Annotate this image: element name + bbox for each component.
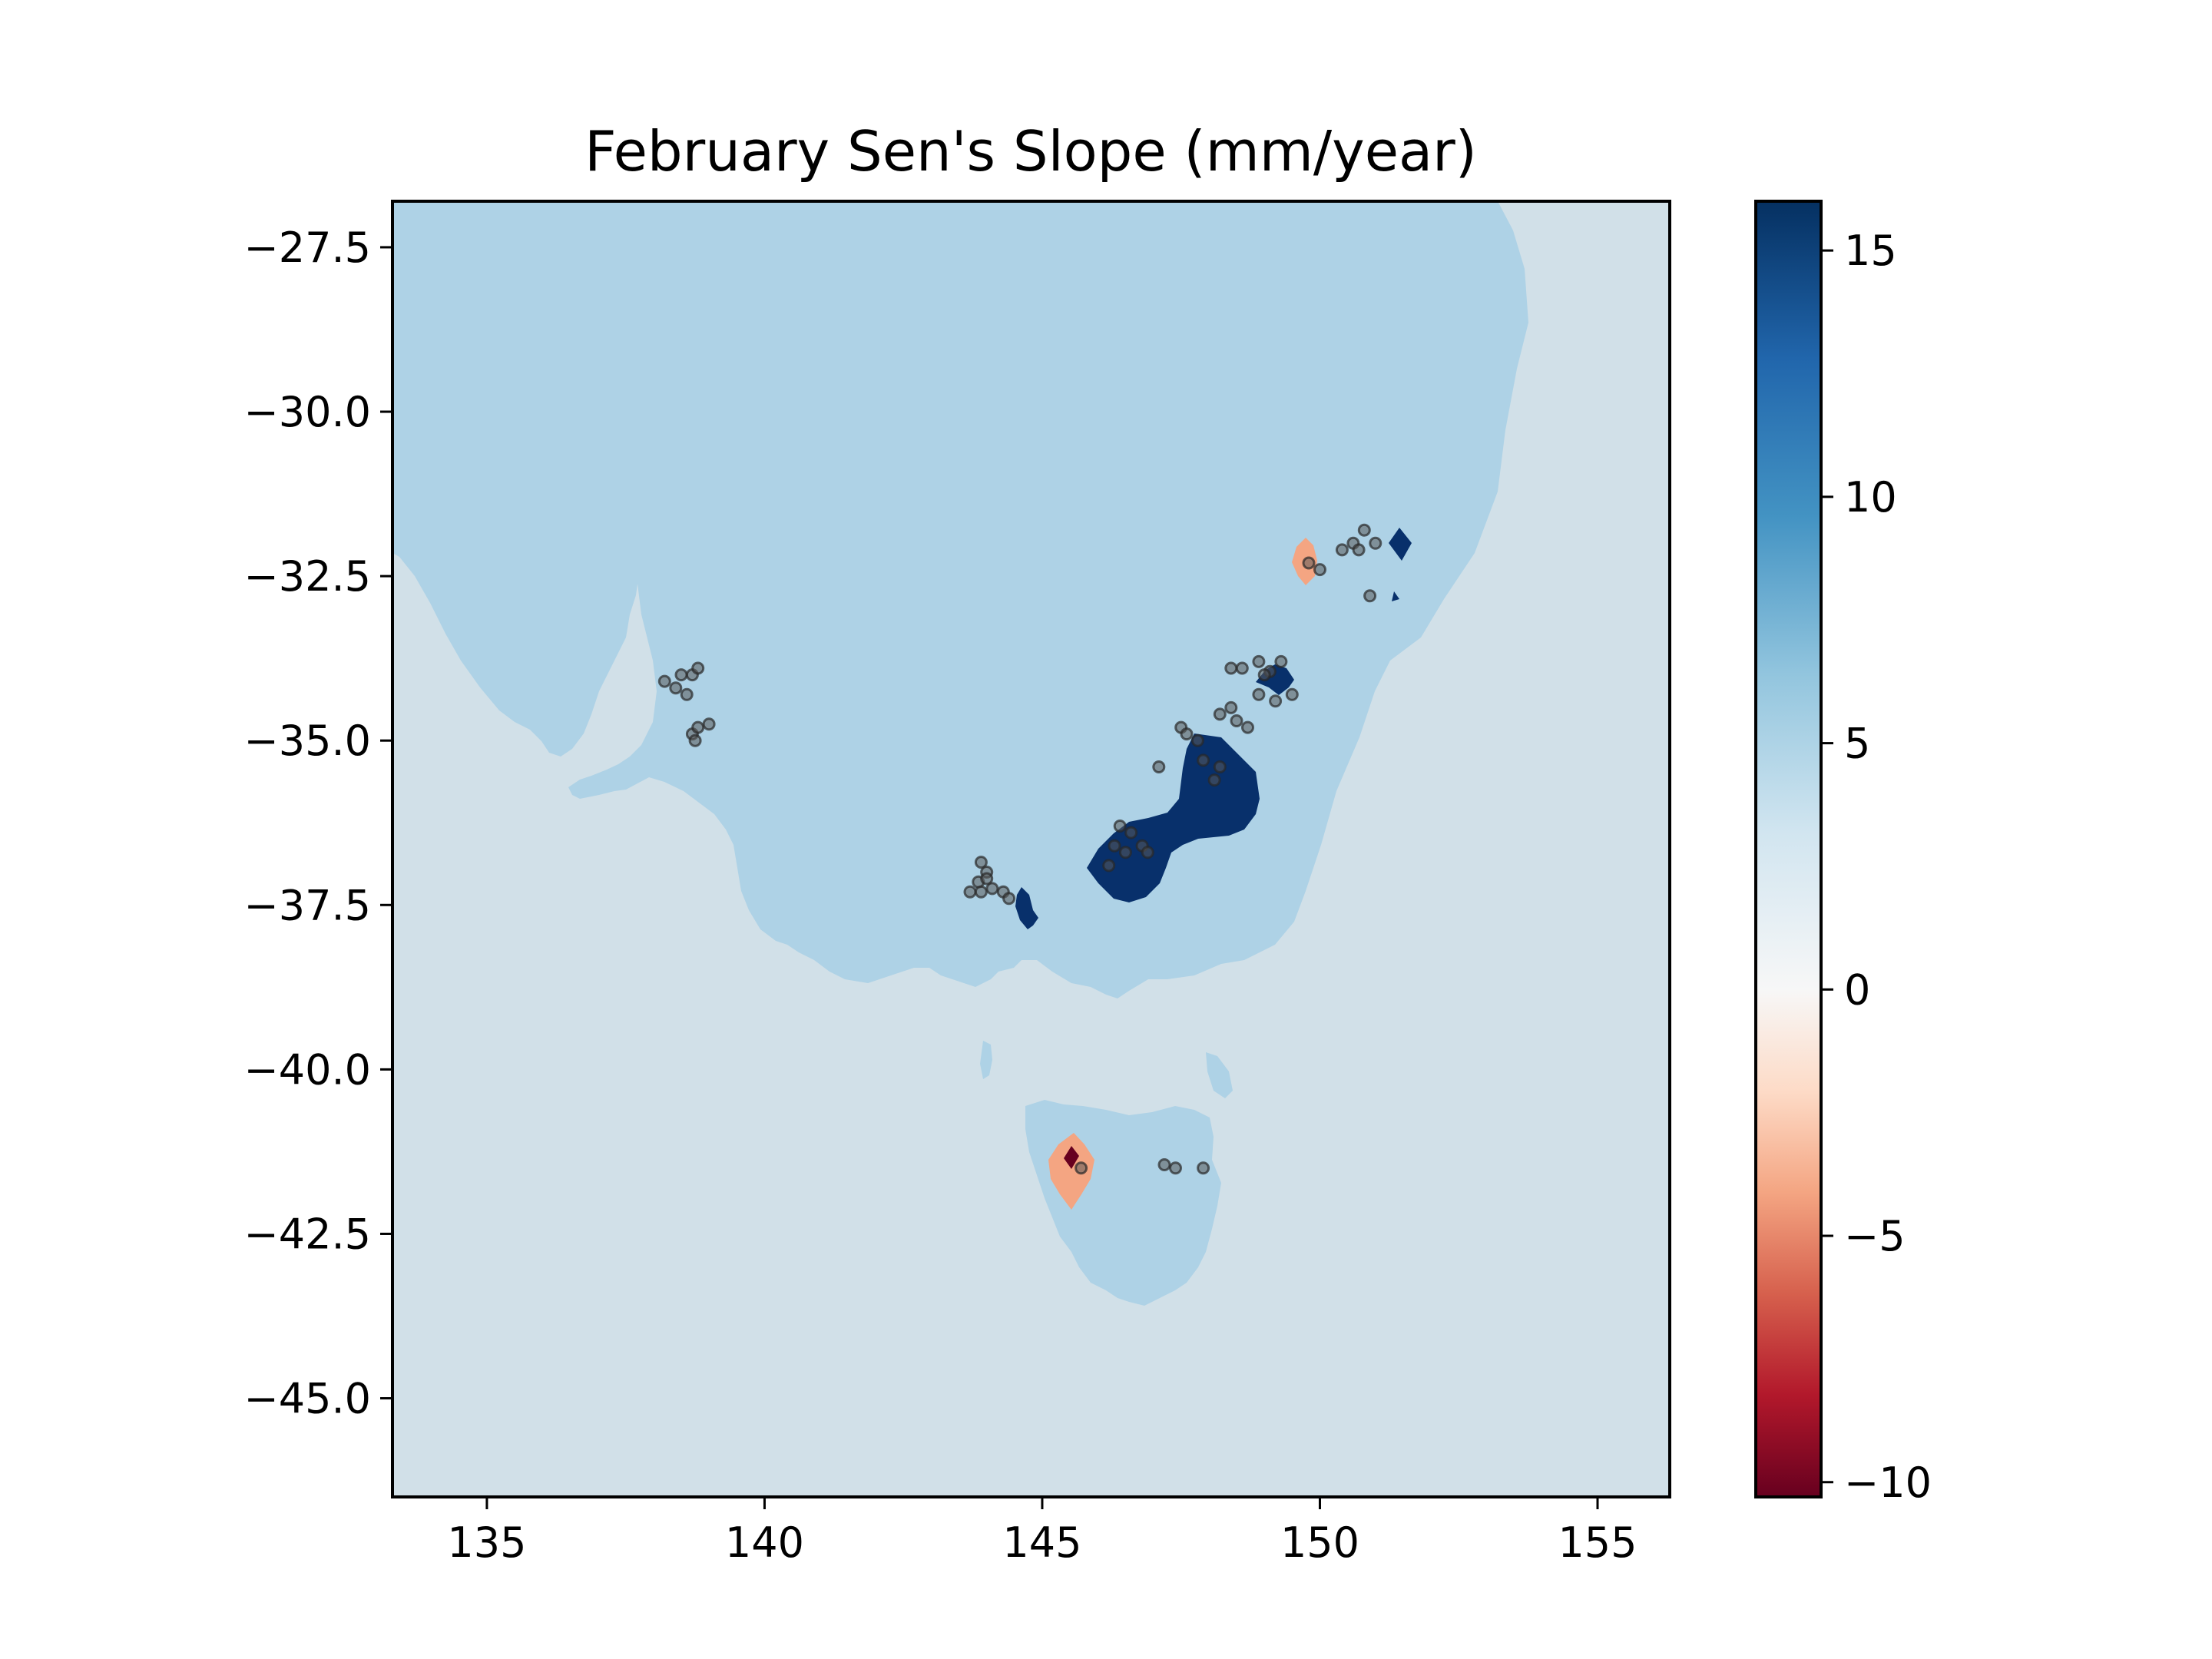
station-marker bbox=[1075, 1161, 1088, 1175]
station-marker bbox=[1213, 760, 1227, 773]
chart-title: February Sen's Slope (mm/year) bbox=[584, 119, 1477, 184]
low-trend-region-tasmania bbox=[1048, 1133, 1094, 1210]
station-marker bbox=[1302, 556, 1316, 570]
y-tick-label: −40.0 bbox=[244, 1045, 371, 1094]
colorbar-tick-label: −10 bbox=[1844, 1459, 1932, 1507]
king-island bbox=[980, 1041, 992, 1079]
y-tick-label: −32.5 bbox=[244, 552, 371, 601]
colorbar-gradient bbox=[1756, 201, 1821, 1497]
station-markers bbox=[657, 523, 1382, 1175]
station-marker bbox=[1113, 820, 1127, 833]
high-trend-region-small-west bbox=[1015, 887, 1038, 929]
station-marker bbox=[1285, 687, 1299, 701]
station-marker bbox=[1169, 1161, 1182, 1175]
y-tick-label: −30.0 bbox=[244, 388, 371, 436]
station-marker bbox=[1190, 733, 1204, 747]
station-marker bbox=[1197, 1161, 1210, 1175]
station-marker bbox=[657, 674, 671, 688]
station-marker bbox=[1224, 700, 1238, 714]
minimum-trend-region-tasmania bbox=[1064, 1146, 1079, 1169]
x-axis: 135 140 145 150 155 bbox=[447, 1497, 1637, 1567]
station-marker bbox=[1269, 694, 1283, 708]
station-marker bbox=[1207, 773, 1221, 787]
colorbar-tick-label: 10 bbox=[1844, 473, 1897, 522]
station-marker bbox=[1108, 839, 1121, 853]
station-marker bbox=[1369, 536, 1382, 550]
station-marker bbox=[691, 720, 705, 734]
colorbar-tick-label: 0 bbox=[1844, 965, 1870, 1014]
high-trend-region-north-nsw-small bbox=[1392, 591, 1399, 601]
station-marker bbox=[963, 885, 977, 899]
station-marker bbox=[1180, 727, 1194, 741]
colorbar-tick-label: 15 bbox=[1844, 227, 1897, 275]
station-marker bbox=[974, 856, 988, 869]
station-marker bbox=[1213, 707, 1227, 721]
station-marker bbox=[1274, 654, 1288, 668]
station-marker bbox=[1102, 859, 1116, 873]
colorbar-frame bbox=[1754, 200, 1823, 1498]
x-tick-label: 140 bbox=[725, 1518, 804, 1567]
station-marker bbox=[674, 668, 688, 682]
plot-area bbox=[392, 201, 1670, 1497]
flinders-island bbox=[1206, 1052, 1233, 1098]
station-marker bbox=[1152, 760, 1166, 773]
station-marker bbox=[1335, 543, 1349, 557]
x-tick-label: 150 bbox=[1280, 1518, 1359, 1567]
y-axis: −27.5 −30.0 −32.5 −35.0 −37.5 −40.0 −42.5 −45.0 bbox=[244, 224, 392, 1423]
plot-frame bbox=[391, 200, 1671, 1498]
station-marker bbox=[1252, 654, 1266, 668]
station-marker bbox=[1002, 892, 1016, 906]
station-marker bbox=[1224, 661, 1238, 675]
y-tick-label: −42.5 bbox=[244, 1210, 371, 1258]
station-marker bbox=[1357, 523, 1371, 537]
high-trend-region-north-nsw bbox=[1389, 528, 1412, 561]
station-marker bbox=[985, 882, 999, 896]
y-tick-label: −27.5 bbox=[244, 224, 371, 272]
station-marker bbox=[980, 872, 994, 886]
colorbar: 15 10 5 0 −5 −10 bbox=[1754, 200, 1932, 1507]
station-marker bbox=[1118, 846, 1132, 859]
station-marker bbox=[702, 717, 716, 731]
station-marker bbox=[1313, 563, 1326, 577]
colorbar-tick-label: −5 bbox=[1844, 1212, 1906, 1260]
station-marker bbox=[1252, 687, 1266, 701]
station-marker bbox=[1257, 668, 1271, 682]
colorbar-tick-label: 5 bbox=[1844, 720, 1870, 768]
station-marker bbox=[1197, 753, 1210, 767]
x-tick-label: 135 bbox=[447, 1518, 526, 1567]
y-tick-label: −35.0 bbox=[244, 717, 371, 765]
station-marker bbox=[1235, 661, 1249, 675]
station-marker bbox=[1141, 846, 1154, 859]
station-marker bbox=[691, 661, 705, 675]
x-tick-label: 155 bbox=[1558, 1518, 1637, 1567]
station-marker bbox=[1241, 720, 1254, 734]
station-marker bbox=[688, 733, 702, 747]
x-tick-label: 145 bbox=[1002, 1518, 1081, 1567]
station-marker bbox=[1352, 543, 1366, 557]
station-marker bbox=[1230, 714, 1243, 727]
station-marker bbox=[1124, 826, 1138, 839]
y-tick-label: −37.5 bbox=[244, 881, 371, 929]
station-marker bbox=[1157, 1158, 1171, 1171]
colorbar-axis: 15 10 5 0 −5 −10 bbox=[1821, 227, 1932, 1507]
station-marker bbox=[680, 687, 694, 701]
station-marker bbox=[1363, 589, 1377, 603]
y-tick-label: −45.0 bbox=[244, 1375, 371, 1423]
station-marker bbox=[669, 681, 683, 695]
station-marker bbox=[974, 885, 988, 899]
